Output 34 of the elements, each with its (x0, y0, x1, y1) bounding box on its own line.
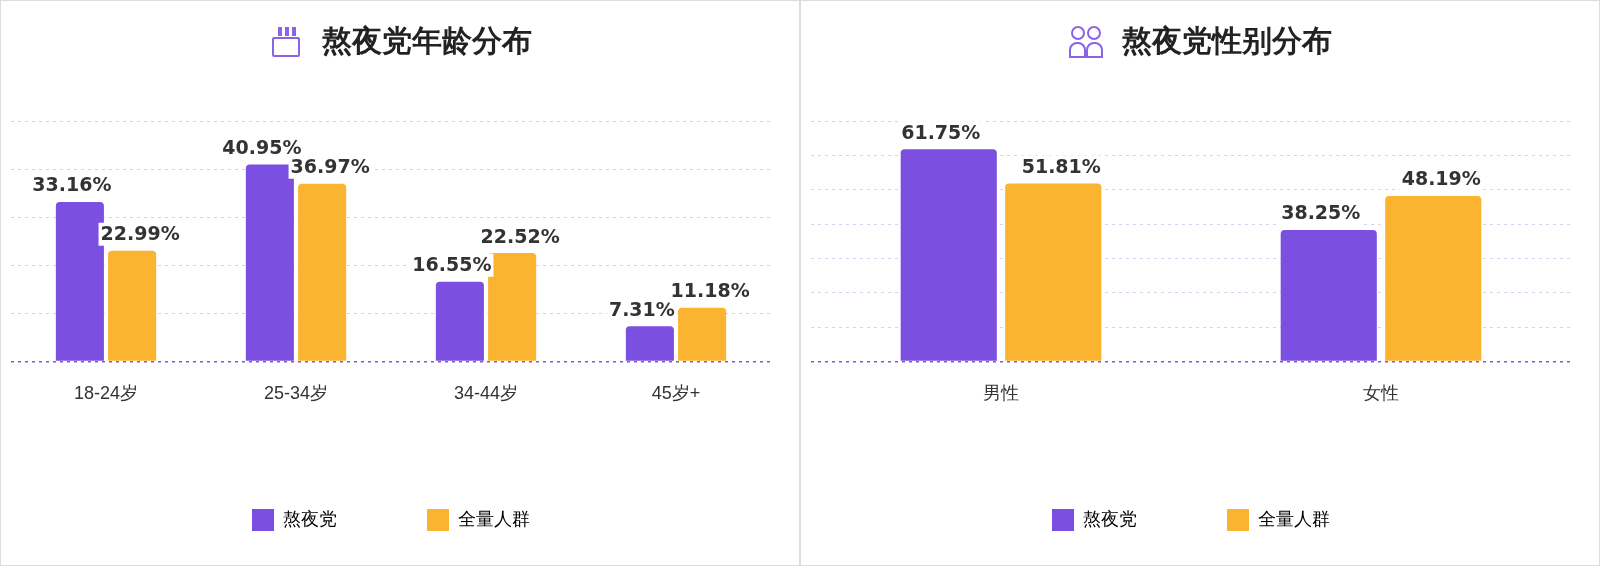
bar (298, 183, 347, 361)
data-label: 11.18% (670, 279, 750, 302)
chart-title: 熬夜党性别分布 (1122, 21, 1332, 60)
data-label: 48.19% (1401, 167, 1481, 190)
data-label: 36.97% (290, 155, 370, 178)
bar (1280, 230, 1377, 361)
legend-label: 全量人群 (1258, 508, 1330, 529)
x-tick-label: 18-24岁 (73, 383, 139, 404)
data-label: 40.95% (222, 135, 302, 158)
x-tick-label: 25-34岁 (263, 383, 329, 404)
x-tick-label: 男性 (983, 383, 1019, 404)
data-label: 33.16% (32, 173, 112, 196)
bar (108, 250, 157, 361)
data-label: 61.75% (901, 120, 981, 143)
data-label: 7.31% (608, 297, 675, 320)
data-label: 51.81% (1021, 154, 1101, 177)
x-tick-label: 34-44岁 (453, 383, 519, 404)
data-label: 22.99% (100, 222, 180, 245)
bar (1005, 183, 1102, 361)
legend-label: 熬夜党 (283, 508, 337, 529)
x-tick-label: 45岁+ (651, 383, 701, 404)
bar (625, 326, 674, 361)
bar (678, 307, 727, 361)
data-label: 22.52% (480, 224, 560, 247)
chart-title: 熬夜党年龄分布 (322, 21, 532, 60)
legend-label: 熬夜党 (1083, 508, 1137, 529)
bar (435, 281, 484, 361)
data-label: 16.55% (412, 253, 492, 276)
bar (900, 149, 997, 361)
data-label: 38.25% (1281, 201, 1361, 224)
bar (55, 201, 104, 361)
legend-label: 全量人群 (458, 508, 530, 529)
x-tick-label: 女性 (1363, 383, 1399, 404)
bar (1385, 195, 1482, 361)
